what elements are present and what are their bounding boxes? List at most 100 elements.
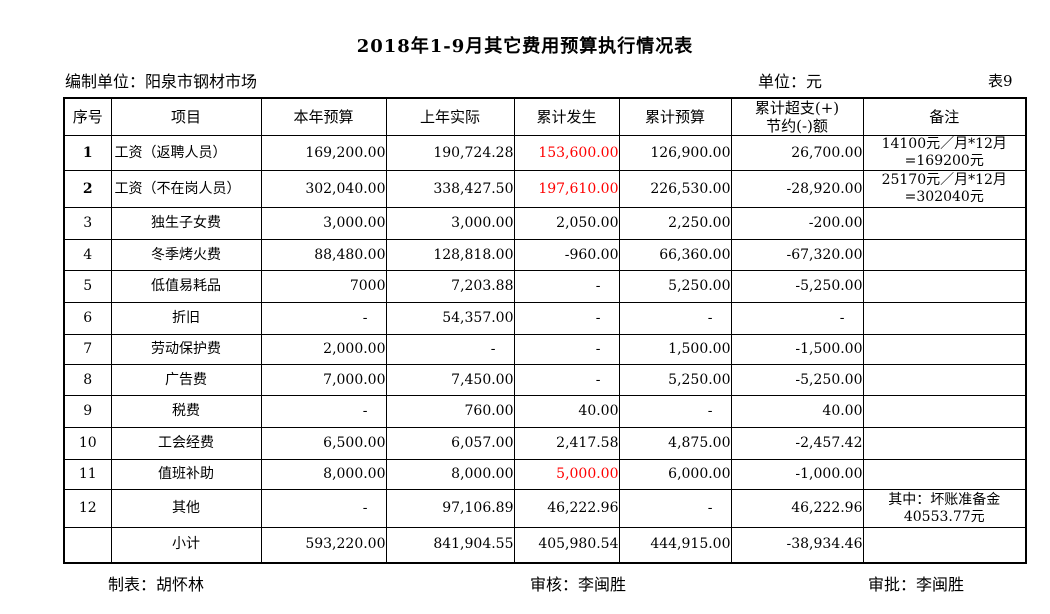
cell-accum-budget: 66,360.00 <box>618 239 732 271</box>
cell-remark <box>862 302 1027 335</box>
cell-item: 工资（返聘人员） <box>110 135 262 171</box>
cell-over-saving: 46,222.96 <box>730 489 864 528</box>
cell-annual-budget: 3,000.00 <box>260 207 387 240</box>
cell-prev-year-actual: 338,427.50 <box>385 170 515 208</box>
cell-annual-budget: 169,200.00 <box>260 135 387 171</box>
cell-no: 11 <box>63 459 112 490</box>
cell-annual-budget: 6,500.00 <box>260 427 387 460</box>
cell-accum-occurred: - <box>513 302 620 335</box>
cell-item: 独生子女费 <box>110 207 262 240</box>
cell-accum-budget: 5,250.00 <box>618 270 732 303</box>
cell-prev-year-actual: 3,000.00 <box>385 207 515 240</box>
cell-remark <box>862 239 1027 271</box>
cell-accum-occurred: 2,417.58 <box>513 427 620 460</box>
cell-prev-year-actual: 190,724.28 <box>385 135 515 171</box>
table-row: 5 低值易耗品 7000 7,203.88 - 5,250.00 -5,250.… <box>63 270 1027 303</box>
cell-annual-budget: 593,220.00 <box>260 527 387 563</box>
col-header-remark: 备注 <box>862 97 1027 136</box>
cell-accum-occurred: 153,600.00 <box>513 135 620 171</box>
cell-no: 7 <box>63 334 112 365</box>
table-row: 6 折旧 - 54,357.00 - - - <box>63 302 1027 335</box>
cell-no: 8 <box>63 364 112 396</box>
cell-over-saving: -200.00 <box>730 207 864 240</box>
cell-accum-budget: - <box>618 489 732 528</box>
cell-item: 劳动保护费 <box>110 334 262 365</box>
sheet-number-label: 表9 <box>988 72 1013 90</box>
cell-annual-budget: 8,000.00 <box>260 459 387 490</box>
cell-prev-year-actual: 8,000.00 <box>385 459 515 490</box>
cell-no: 3 <box>63 207 112 240</box>
cell-over-saving: -5,250.00 <box>730 364 864 396</box>
cell-item: 工资（不在岗人员） <box>110 170 262 208</box>
table-row: 8 广告费 7,000.00 7,450.00 - 5,250.00 -5,25… <box>63 364 1027 396</box>
cell-over-saving: -67,320.00 <box>730 239 864 271</box>
cell-annual-budget: 2,000.00 <box>260 334 387 365</box>
approver-signature: 审批：李闽胜 <box>868 575 965 594</box>
cell-remark: 其中：坏账准备金 40553.77元 <box>862 489 1027 528</box>
table-row: 7 劳动保护费 2,000.00 - - 1,500.00 -1,500.00 <box>63 334 1027 365</box>
col-header-accum-occurred: 累计发生 <box>513 97 620 136</box>
cell-remark <box>862 527 1027 563</box>
table-row: 3 独生子女费 3,000.00 3,000.00 2,050.00 2,250… <box>63 207 1027 240</box>
cell-remark <box>862 364 1027 396</box>
cell-accum-budget: - <box>618 395 732 428</box>
cell-accum-occurred: 5,000.00 <box>513 459 620 490</box>
cell-accum-occurred: 2,050.00 <box>513 207 620 240</box>
cell-accum-occurred: - <box>513 270 620 303</box>
budget-table: 序号 项目 本年预算 上年实际 累计发生 累计预算 累计超支(+) 节约(-)额… <box>63 97 1027 564</box>
cell-accum-occurred: - <box>513 364 620 396</box>
cell-remark <box>862 270 1027 303</box>
cell-no: 4 <box>63 239 112 271</box>
cell-over-saving: 40.00 <box>730 395 864 428</box>
cell-over-saving: -38,934.46 <box>730 527 864 563</box>
col-header-prev-year-actual: 上年实际 <box>385 97 515 136</box>
table-row: 11 值班补助 8,000.00 8,000.00 5,000.00 6,000… <box>63 459 1027 490</box>
cell-over-saving: -1,000.00 <box>730 459 864 490</box>
cell-remark: 14100元／月*12月 =169200元 <box>862 135 1027 171</box>
cell-remark <box>862 427 1027 460</box>
cell-over-saving: -5,250.00 <box>730 270 864 303</box>
table-row: 10 工会经费 6,500.00 6,057.00 2,417.58 4,875… <box>63 427 1027 460</box>
cell-over-saving: -2,457.42 <box>730 427 864 460</box>
cell-annual-budget: - <box>260 489 387 528</box>
cell-accum-budget: 2,250.00 <box>618 207 732 240</box>
cell-no: 6 <box>63 302 112 335</box>
cell-accum-budget: 226,530.00 <box>618 170 732 208</box>
cell-item: 冬季烤火费 <box>110 239 262 271</box>
cell-accum-budget: 4,875.00 <box>618 427 732 460</box>
cell-over-saving: -28,920.00 <box>730 170 864 208</box>
cell-accum-occurred: - <box>513 334 620 365</box>
table-header-row: 序号 项目 本年预算 上年实际 累计发生 累计预算 累计超支(+) 节约(-)额… <box>63 97 1027 136</box>
cell-prev-year-actual: 97,106.89 <box>385 489 515 528</box>
cell-no: 10 <box>63 427 112 460</box>
cell-prev-year-actual: 54,357.00 <box>385 302 515 335</box>
cell-accum-budget: 126,900.00 <box>618 135 732 171</box>
cell-no: 1 <box>63 135 112 171</box>
signature-row: 制表：胡怀林 审核：李闽胜 审批：李闽胜 <box>0 571 1050 595</box>
cell-over-saving: - <box>730 302 864 335</box>
cell-no: 2 <box>63 170 112 208</box>
cell-accum-occurred: 46,222.96 <box>513 489 620 528</box>
reviewer-signature: 审核：李闽胜 <box>530 575 627 594</box>
col-header-item: 项目 <box>110 97 262 136</box>
cell-annual-budget: - <box>260 395 387 428</box>
table-row: 2 工资（不在岗人员） 302,040.00 338,427.50 197,61… <box>63 170 1027 208</box>
cell-accum-budget: 6,000.00 <box>618 459 732 490</box>
cell-remark <box>862 207 1027 240</box>
meta-row: 编制单位：阳泉市钢材市场 单位：元 表9 <box>0 68 1050 92</box>
cell-item: 工会经费 <box>110 427 262 460</box>
cell-annual-budget: 302,040.00 <box>260 170 387 208</box>
cell-prev-year-actual: 6,057.00 <box>385 427 515 460</box>
cell-accum-budget: 5,250.00 <box>618 364 732 396</box>
cell-prev-year-actual: 128,818.00 <box>385 239 515 271</box>
cell-prev-year-actual: - <box>385 334 515 365</box>
cell-item: 折旧 <box>110 302 262 335</box>
table-row: 9 税费 - 760.00 40.00 - 40.00 <box>63 395 1027 428</box>
cell-item: 其他 <box>110 489 262 528</box>
cell-annual-budget: 88,480.00 <box>260 239 387 271</box>
cell-prev-year-actual: 760.00 <box>385 395 515 428</box>
cell-no: 9 <box>63 395 112 428</box>
cell-item: 广告费 <box>110 364 262 396</box>
cell-accum-occurred: 405,980.54 <box>513 527 620 563</box>
cell-remark <box>862 334 1027 365</box>
